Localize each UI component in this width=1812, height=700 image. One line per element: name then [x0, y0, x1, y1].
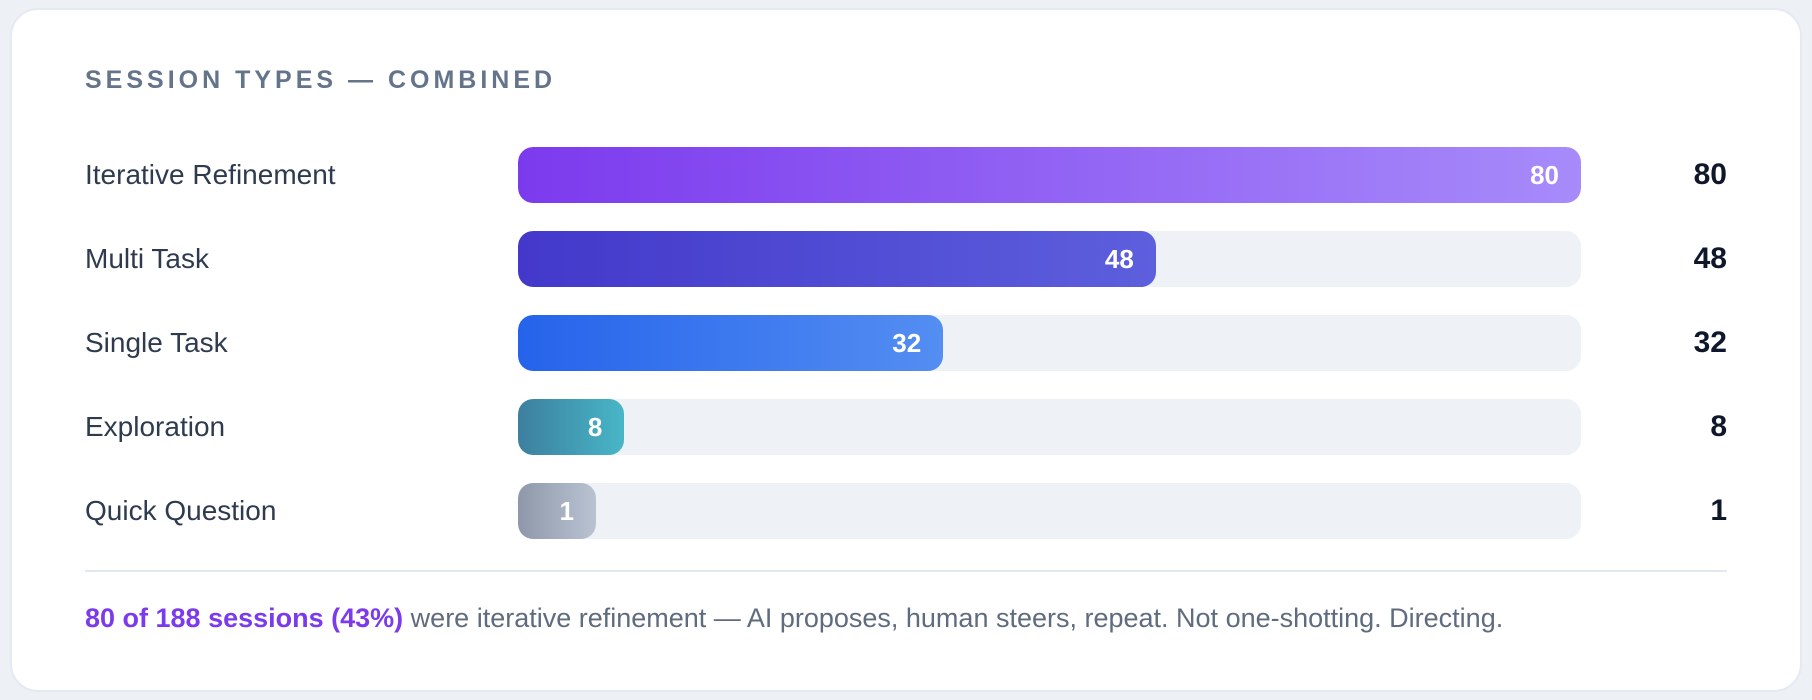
footer-note: 80 of 188 sessions (43%) were iterative …	[85, 603, 1727, 634]
bar-track: 8	[518, 399, 1581, 455]
bar-fill: 8	[518, 399, 625, 455]
bar-track: 80	[518, 147, 1581, 203]
row-value: 1	[1710, 494, 1727, 527]
bar-fill: 1	[518, 483, 596, 539]
bar-fill: 80	[518, 147, 1581, 203]
bar-track: 48	[518, 231, 1581, 287]
bar-row: Single Task 32 32	[85, 301, 1727, 385]
row-label: Single Task	[85, 327, 228, 358]
row-value: 48	[1693, 242, 1727, 275]
bar-row: Multi Task 48 48	[85, 217, 1727, 301]
divider	[85, 570, 1727, 572]
footer-highlight: 80 of 188 sessions (43%)	[85, 603, 404, 633]
row-value: 32	[1693, 326, 1727, 359]
row-label: Exploration	[85, 411, 226, 442]
footer-text: were iterative refinement — AI proposes,…	[403, 603, 1504, 633]
card-title: SESSION TYPES — COMBINED	[85, 66, 557, 94]
bar-row: Quick Question 1 1	[85, 469, 1727, 553]
bar-rows: Iterative Refinement 80 80 Multi Task 48…	[85, 133, 1727, 553]
row-label: Quick Question	[85, 495, 277, 526]
bar-fill: 48	[518, 231, 1156, 287]
bar-value-label: 8	[587, 411, 603, 442]
row-label: Multi Task	[85, 243, 209, 274]
bar-value-label: 48	[1104, 243, 1134, 274]
bar-row: Iterative Refinement 80 80	[85, 133, 1727, 217]
session-types-card: SESSION TYPES — COMBINED Iterative Refin…	[10, 8, 1802, 692]
bar-track: 32	[518, 315, 1581, 371]
bar-track: 1	[518, 483, 1581, 539]
bar-value-label: 32	[892, 327, 922, 358]
bar-value-label: 1	[559, 495, 574, 526]
row-value: 8	[1710, 410, 1727, 443]
bar-row: Exploration 8 8	[85, 385, 1727, 469]
row-label: Iterative Refinement	[85, 159, 336, 190]
bar-value-label: 80	[1530, 159, 1559, 190]
bar-fill: 32	[518, 315, 944, 371]
row-value: 80	[1693, 158, 1727, 191]
